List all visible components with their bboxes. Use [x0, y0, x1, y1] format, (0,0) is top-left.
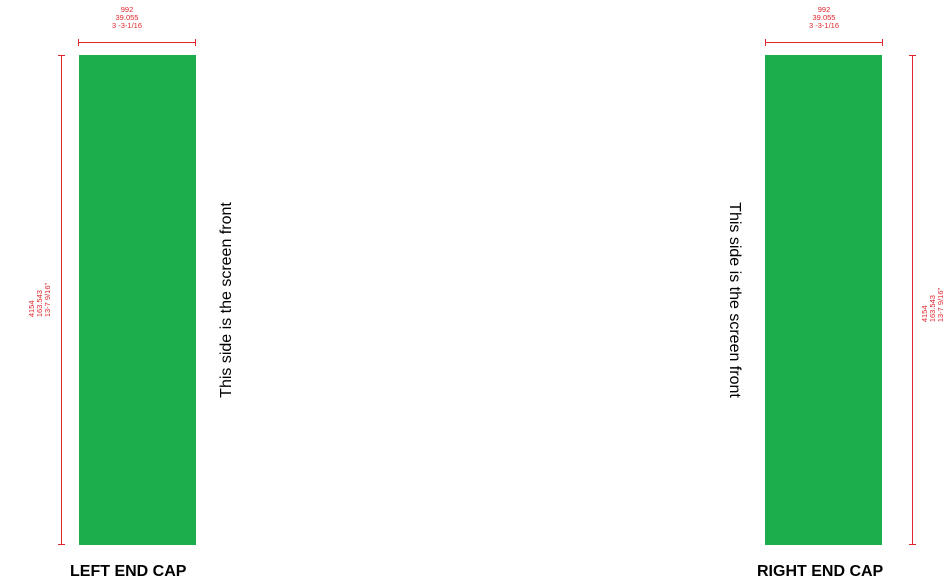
right-height-line [909, 55, 916, 545]
right-width-dimension: 992 39.055 3 -3-1/16 [799, 6, 849, 30]
left-height-dimension: 4154 163.543 13-7 9/16" [27, 282, 52, 318]
left-screen-front-note: This side is the screen front [218, 202, 235, 398]
right-screen-front-note: This side is the screen front [726, 202, 743, 398]
right-height-ftin: 13-7 9/16" [936, 287, 945, 323]
right-end-cap-panel [765, 55, 882, 545]
left-width-line [78, 39, 196, 46]
left-end-cap-panel [79, 55, 196, 545]
left-width-ftin: 3 -3-1/16 [111, 21, 143, 30]
left-height-ftin: 13-7 9/16" [43, 282, 52, 318]
right-width-mm: 992 [817, 5, 831, 14]
left-end-cap-caption: LEFT END CAP [70, 563, 187, 580]
left-height-line [58, 55, 65, 545]
right-width-in: 39.055 [812, 13, 836, 22]
right-width-ftin: 3 -3-1/16 [808, 21, 840, 30]
left-width-dimension: 992 39.055 3 -3-1/16 [102, 6, 152, 30]
left-width-mm: 992 [120, 5, 134, 14]
right-end-cap-caption: RIGHT END CAP [757, 563, 884, 580]
right-height-dimension: 4154 163.543 13-7 9/16" [920, 287, 945, 323]
right-width-line [765, 39, 883, 46]
left-width-in: 39.055 [115, 13, 139, 22]
